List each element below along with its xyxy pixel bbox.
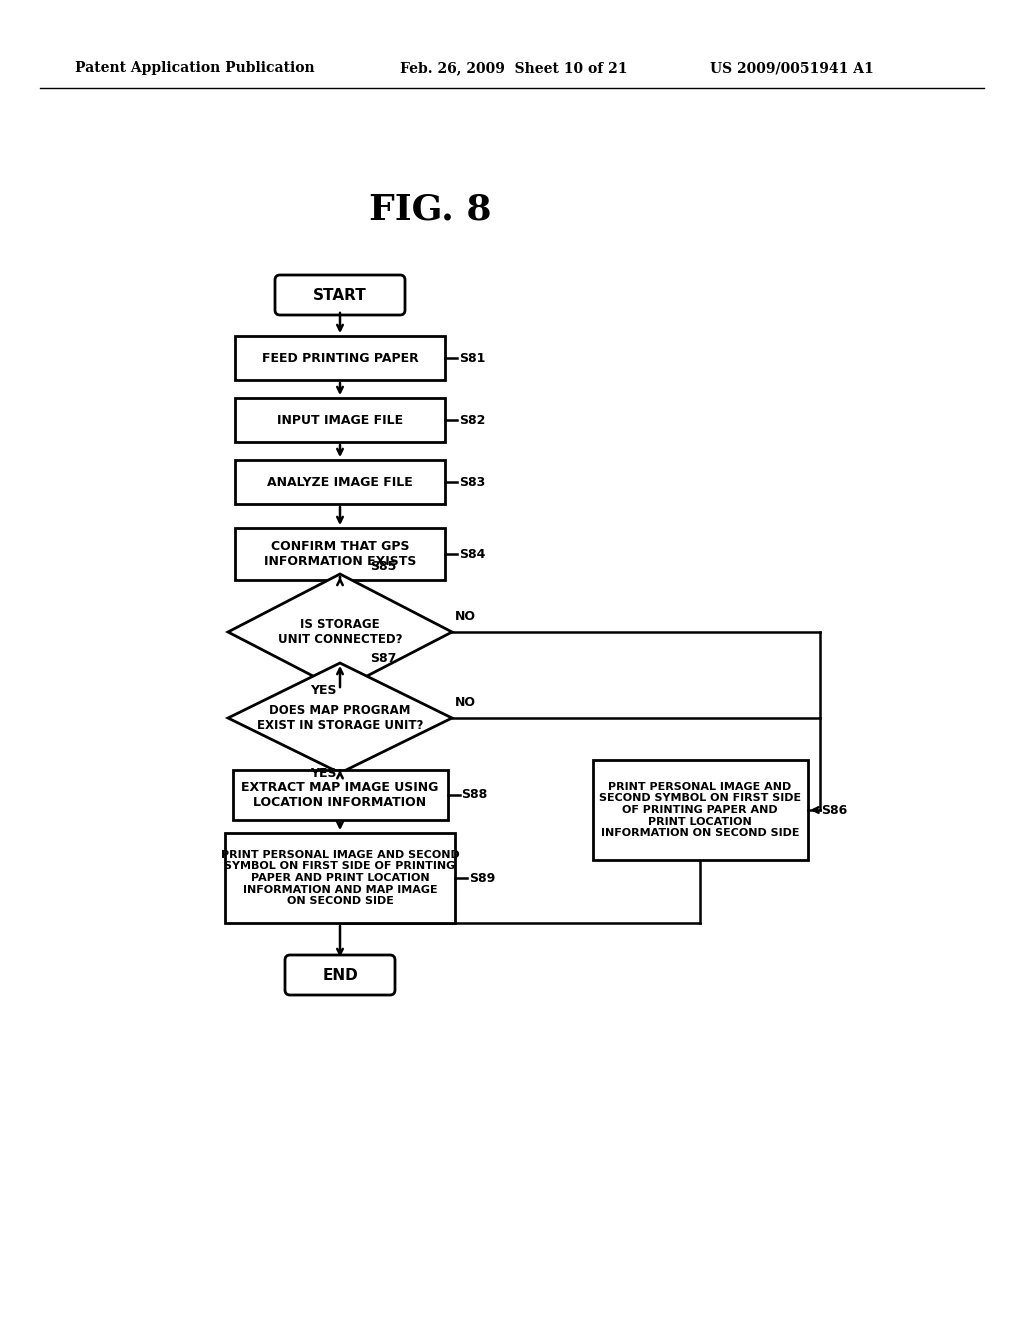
Text: EXTRACT MAP IMAGE USING
LOCATION INFORMATION: EXTRACT MAP IMAGE USING LOCATION INFORMA…	[242, 781, 438, 809]
Polygon shape	[228, 663, 452, 774]
Text: Feb. 26, 2009  Sheet 10 of 21: Feb. 26, 2009 Sheet 10 of 21	[400, 61, 628, 75]
Bar	[234, 337, 445, 380]
Text: YES: YES	[310, 767, 337, 780]
Bar	[234, 399, 445, 442]
Text: S87: S87	[370, 652, 396, 664]
FancyBboxPatch shape	[285, 954, 395, 995]
Polygon shape	[228, 574, 452, 690]
Text: S85: S85	[370, 561, 396, 573]
Text: S89: S89	[469, 871, 496, 884]
Bar	[234, 528, 445, 579]
Bar	[234, 459, 445, 504]
Text: IS STORAGE
UNIT CONNECTED?: IS STORAGE UNIT CONNECTED?	[278, 618, 402, 645]
Text: S81: S81	[459, 351, 485, 364]
Bar	[232, 770, 447, 820]
Text: INPUT IMAGE FILE: INPUT IMAGE FILE	[276, 413, 403, 426]
FancyBboxPatch shape	[275, 275, 406, 315]
Text: NO: NO	[455, 610, 476, 623]
Bar	[225, 833, 455, 923]
Text: START: START	[313, 288, 367, 302]
Text: Patent Application Publication: Patent Application Publication	[75, 61, 314, 75]
Text: PRINT PERSONAL IMAGE AND SECOND
SYMBOL ON FIRST SIDE OF PRINTING
PAPER AND PRINT: PRINT PERSONAL IMAGE AND SECOND SYMBOL O…	[220, 850, 460, 907]
Text: S84: S84	[459, 548, 485, 561]
Text: S83: S83	[459, 475, 485, 488]
Text: US 2009/0051941 A1: US 2009/0051941 A1	[710, 61, 873, 75]
Text: S82: S82	[459, 413, 485, 426]
Text: S86: S86	[821, 804, 848, 817]
Text: S88: S88	[462, 788, 487, 801]
Text: FEED PRINTING PAPER: FEED PRINTING PAPER	[261, 351, 419, 364]
Text: ANALYZE IMAGE FILE: ANALYZE IMAGE FILE	[267, 475, 413, 488]
Text: YES: YES	[310, 684, 337, 697]
Text: NO: NO	[455, 696, 476, 709]
Text: END: END	[323, 968, 357, 982]
Bar	[593, 760, 808, 861]
Text: CONFIRM THAT GPS
INFORMATION EXISTS: CONFIRM THAT GPS INFORMATION EXISTS	[264, 540, 416, 568]
Text: FIG. 8: FIG. 8	[369, 193, 492, 227]
Text: DOES MAP PROGRAM
EXIST IN STORAGE UNIT?: DOES MAP PROGRAM EXIST IN STORAGE UNIT?	[257, 704, 423, 733]
Text: PRINT PERSONAL IMAGE AND
SECOND SYMBOL ON FIRST SIDE
OF PRINTING PAPER AND
PRINT: PRINT PERSONAL IMAGE AND SECOND SYMBOL O…	[599, 781, 801, 838]
